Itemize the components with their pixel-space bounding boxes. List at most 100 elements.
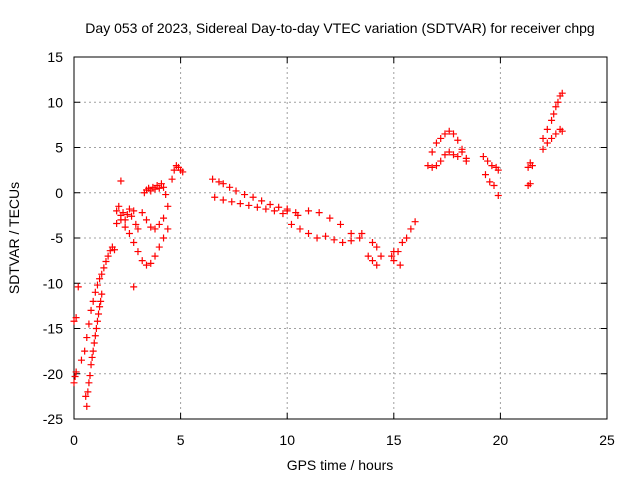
data-point — [337, 220, 344, 228]
data-point — [347, 237, 355, 245]
data-point — [151, 252, 159, 260]
data-point — [441, 130, 449, 138]
data-point — [449, 151, 457, 159]
data-point — [296, 225, 304, 233]
series-hours-22-23-lower — [539, 125, 566, 153]
data-point — [142, 216, 150, 224]
data-point — [85, 320, 93, 328]
data-point — [388, 252, 396, 260]
data-point — [558, 127, 566, 135]
data-point — [96, 275, 104, 283]
data-point — [488, 162, 496, 170]
data-points — [70, 89, 566, 410]
data-point — [132, 220, 140, 228]
data-point — [330, 236, 338, 244]
data-point — [543, 125, 551, 133]
data-point — [211, 193, 219, 201]
data-point — [102, 258, 110, 266]
data-point — [249, 193, 257, 201]
data-point — [128, 212, 136, 220]
data-point — [83, 402, 91, 410]
data-point — [160, 214, 168, 222]
data-point — [115, 202, 123, 210]
x-tick-label: 15 — [386, 432, 402, 448]
data-point — [226, 183, 234, 191]
data-point — [138, 257, 146, 265]
data-point — [147, 259, 155, 267]
series-hour-19.5 — [479, 153, 502, 174]
data-point — [552, 130, 560, 138]
data-point — [93, 317, 101, 325]
data-point — [160, 234, 168, 242]
data-point — [168, 175, 176, 183]
series-hours-22-23-upper — [539, 89, 566, 142]
y-axis-label: SDTVAR / TECUs — [6, 182, 22, 294]
data-point — [104, 252, 112, 260]
y-tick-label: 15 — [47, 49, 63, 65]
data-point — [86, 372, 94, 380]
y-tick-label: 10 — [47, 94, 63, 110]
data-point — [528, 162, 536, 170]
data-point — [209, 175, 217, 183]
data-point — [305, 229, 313, 237]
series-hours-2-3-upper — [113, 202, 142, 233]
data-point — [552, 103, 560, 111]
data-point — [134, 225, 142, 233]
data-point — [89, 297, 97, 305]
data-point — [134, 248, 142, 256]
series-isolated — [117, 177, 138, 291]
data-point — [117, 177, 125, 185]
series-hour-21.5 — [524, 159, 536, 190]
data-point — [398, 239, 406, 247]
data-point — [558, 89, 566, 97]
data-point — [287, 220, 295, 228]
data-point — [125, 229, 133, 237]
data-point — [315, 209, 323, 217]
x-tick-label: 20 — [493, 432, 509, 448]
data-point — [138, 209, 146, 217]
y-tick-label: -20 — [43, 366, 63, 382]
data-point — [74, 283, 82, 291]
data-point — [90, 339, 98, 347]
data-point — [539, 145, 547, 153]
data-point — [262, 205, 270, 213]
data-point — [147, 223, 155, 231]
data-point — [81, 347, 89, 355]
data-point — [326, 214, 334, 222]
data-point — [526, 180, 534, 188]
data-point — [87, 361, 95, 369]
y-tick-label: -25 — [43, 411, 63, 427]
data-point — [100, 264, 108, 272]
data-point — [84, 388, 92, 396]
data-point — [142, 261, 150, 269]
data-point — [89, 347, 97, 355]
data-point — [121, 223, 129, 231]
data-point — [445, 148, 453, 156]
data-point — [95, 310, 103, 318]
data-point — [125, 205, 133, 213]
data-point — [253, 203, 261, 211]
chart-title: Day 053 of 2023, Sidereal Day-to-day VTE… — [85, 20, 594, 36]
data-point — [373, 261, 381, 269]
axis-ticks: 0 5 10 15 20 25 -25 -20 -15 -10 -5 0 5 10 15 — [43, 49, 615, 448]
data-point — [85, 379, 93, 387]
y-tick-label: -5 — [51, 230, 64, 246]
series-early-rise — [70, 243, 119, 364]
data-point — [117, 216, 125, 224]
data-point — [164, 225, 172, 233]
x-tick-label: 25 — [599, 432, 615, 448]
data-point — [390, 248, 398, 256]
data-point — [87, 306, 95, 314]
data-point — [437, 134, 445, 142]
data-point — [98, 270, 106, 278]
series-early-low — [70, 290, 106, 410]
data-point — [396, 261, 404, 269]
x-axis-label: GPS time / hours — [287, 457, 394, 473]
data-point — [358, 229, 366, 237]
data-point — [428, 163, 436, 171]
data-point — [524, 163, 532, 171]
data-point — [490, 182, 498, 190]
data-point — [458, 148, 466, 156]
data-point — [151, 225, 159, 233]
